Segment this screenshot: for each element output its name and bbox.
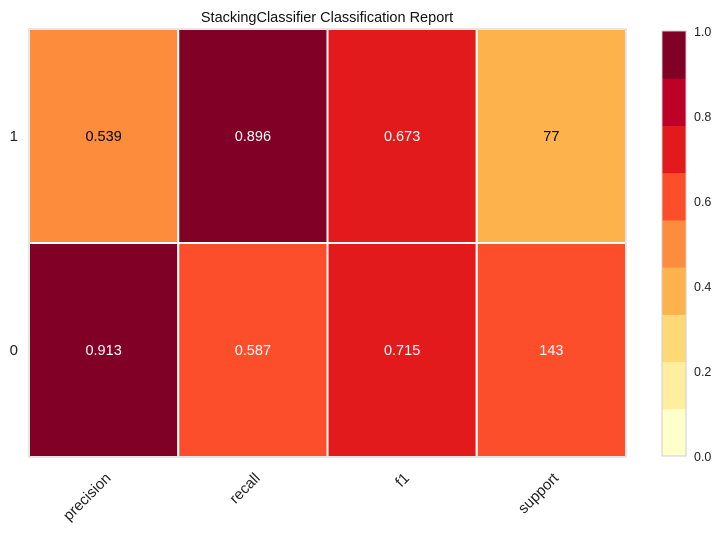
y-tick-label: 0 — [10, 342, 18, 359]
x-tick-label: f1 — [392, 470, 413, 491]
heatmap-cell — [28, 28, 180, 244]
cell-value-label: 0.715 — [384, 343, 420, 359]
x-tick-label: support — [515, 469, 563, 517]
heatmap-cell — [28, 242, 180, 458]
x-tick-label: precision — [60, 470, 114, 524]
heatmap-cells — [28, 28, 627, 458]
cell-value-labels: 0.539 0.896 0.673 77 0.913 0.587 0.715 143 — [85, 129, 563, 359]
cell-value-label: 0.896 — [235, 129, 271, 145]
chart-title: StackingClassifier Classification Report — [201, 10, 453, 26]
colorbar-segment — [662, 267, 686, 315]
cell-value-label: 0.587 — [235, 343, 271, 359]
cell-value-label: 0.539 — [85, 129, 121, 145]
colorbar-segment — [662, 172, 686, 221]
colorbar-tick-label: 0.8 — [694, 110, 711, 124]
heatmap-cell — [177, 242, 329, 458]
x-tick-label: recall — [226, 470, 263, 507]
colorbar-segment — [662, 361, 686, 410]
x-tick-labels: precision recall f1 support — [60, 469, 563, 524]
colorbar-segment — [662, 314, 686, 363]
colorbar: 0.0 0.2 0.4 0.6 0.8 1.0 — [661, 25, 711, 464]
colorbar-tick-label: 0.6 — [694, 195, 711, 209]
colorbar-tick-label: 0.2 — [694, 365, 711, 379]
cell-value-label: 0.913 — [85, 343, 121, 359]
heatmap-cell — [177, 28, 329, 244]
cell-value-label: 143 — [539, 343, 563, 359]
colorbar-tick-label: 0.4 — [694, 280, 711, 294]
colorbar-segment — [662, 219, 686, 268]
colorbar-segment — [662, 408, 686, 457]
cell-value-label: 77 — [543, 129, 559, 145]
heatmap-cell — [475, 242, 627, 458]
heatmap-cell — [475, 28, 627, 244]
colorbar-segment — [662, 31, 686, 79]
colorbar-segment — [662, 125, 686, 174]
colorbar-tick-label: 1.0 — [694, 25, 711, 39]
colorbar-tick-label: 0.0 — [694, 450, 711, 464]
colorbar-segment — [662, 78, 686, 126]
y-tick-labels: 10 — [10, 128, 18, 359]
cell-value-label: 0.673 — [384, 129, 420, 145]
y-tick-label: 1 — [10, 128, 18, 145]
